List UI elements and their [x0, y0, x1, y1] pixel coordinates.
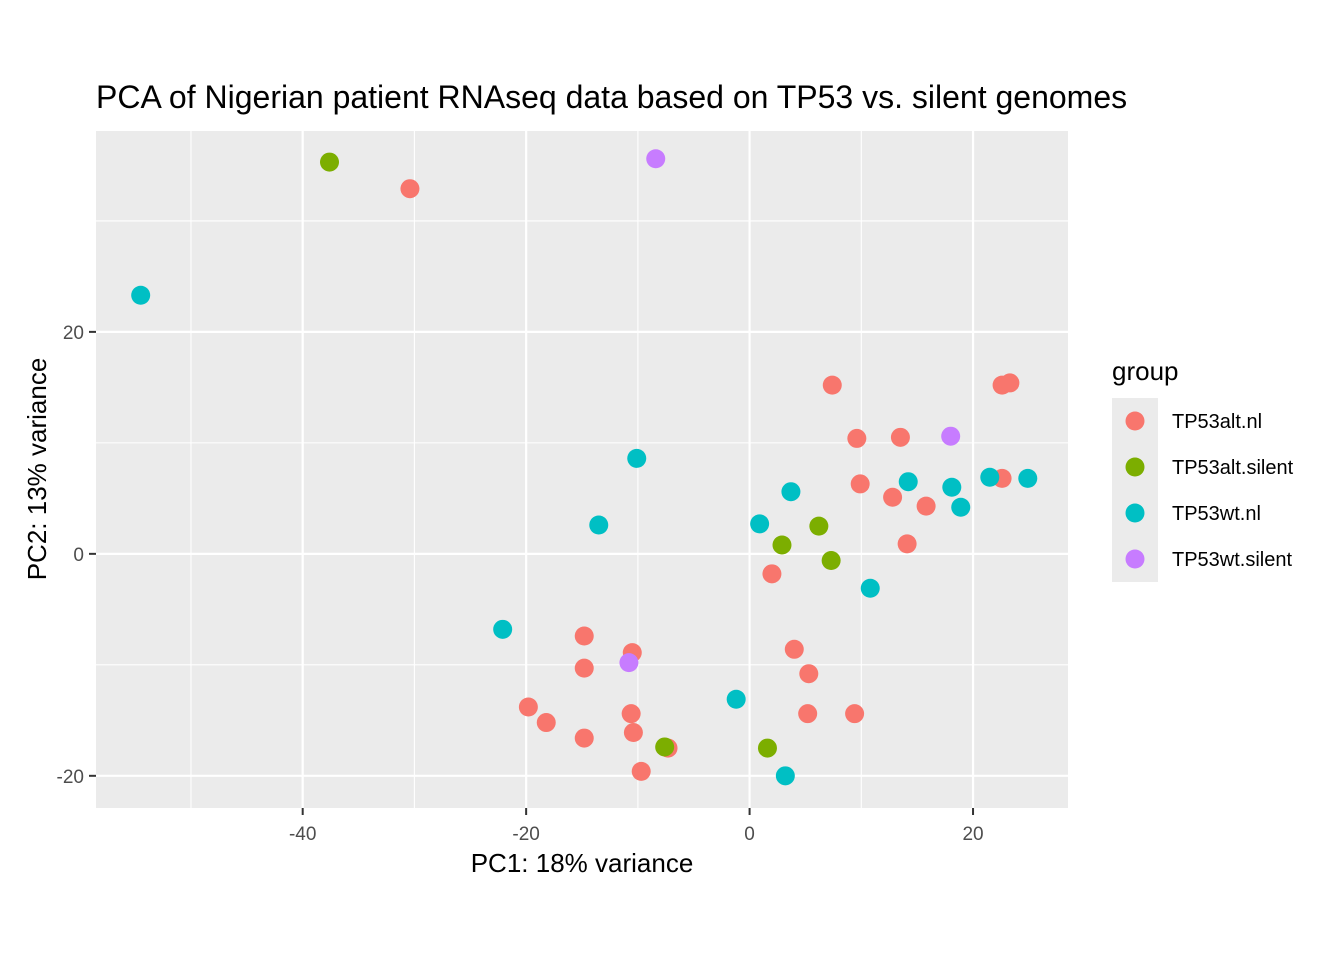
data-point: [822, 375, 842, 395]
plot-panel: [96, 131, 1068, 808]
x-tick-label: -20: [512, 824, 539, 845]
data-point: [980, 467, 1000, 487]
data-point: [619, 653, 639, 673]
data-point: [574, 728, 594, 748]
data-point: [883, 487, 903, 507]
legend-key: [1125, 457, 1145, 477]
data-point: [775, 766, 795, 786]
data-point: [799, 664, 819, 684]
data-point: [646, 149, 666, 169]
data-point: [589, 515, 609, 535]
data-point: [320, 152, 340, 172]
chart-title: PCA of Nigerian patient RNAseq data base…: [96, 79, 1127, 115]
data-point: [631, 761, 651, 781]
data-point: [621, 704, 641, 724]
grid-lines: [96, 131, 1068, 808]
x-tick-label: -40: [289, 824, 316, 845]
data-point: [781, 482, 801, 502]
data-point: [847, 428, 867, 448]
data-point: [809, 516, 829, 536]
series-TP53wt.silent: [619, 149, 961, 673]
legend-key: [1125, 411, 1145, 431]
data-points: [131, 149, 1038, 786]
legend-label: TP53alt.silent: [1172, 457, 1294, 479]
data-point: [951, 497, 971, 517]
data-point: [850, 474, 870, 494]
series-TP53wt.nl: [131, 285, 1038, 786]
data-point: [845, 704, 865, 724]
data-point: [916, 496, 936, 516]
legend-key: [1125, 549, 1145, 569]
data-point: [757, 738, 777, 758]
data-point: [762, 564, 782, 584]
legend: group TP53alt.nl TP53alt.silent TP53wt.nl T…: [1112, 356, 1294, 582]
data-point: [1018, 468, 1038, 488]
legend-label: TP53wt.nl: [1172, 503, 1261, 525]
data-point: [784, 639, 804, 659]
data-point: [772, 535, 792, 555]
data-point: [1000, 373, 1020, 393]
axis-ticks: -40 -20 0 20 -20 0 20: [57, 323, 984, 845]
data-point: [890, 427, 910, 447]
data-point: [898, 472, 918, 492]
legend-title: group: [1112, 356, 1179, 386]
y-axis-title: PC2: 13% variance: [22, 358, 52, 581]
data-point: [655, 737, 675, 757]
data-point: [400, 179, 420, 199]
data-point: [518, 697, 538, 717]
y-tick-label: 20: [63, 323, 84, 344]
data-point: [131, 285, 151, 305]
x-tick-label: 20: [962, 824, 983, 845]
x-tick-label: 0: [744, 824, 755, 845]
x-axis-title: PC1: 18% variance: [471, 848, 694, 878]
data-point: [942, 477, 962, 497]
data-point: [574, 626, 594, 646]
y-tick-label: -20: [57, 767, 84, 788]
series-TP53alt.silent: [320, 152, 841, 758]
data-point: [750, 514, 770, 534]
data-point: [941, 426, 961, 446]
data-point: [897, 534, 917, 554]
legend-label: TP53wt.silent: [1172, 549, 1292, 571]
data-point: [798, 704, 818, 724]
data-point: [726, 689, 746, 709]
data-point: [623, 723, 643, 743]
legend-key: [1125, 503, 1145, 523]
data-point: [536, 713, 556, 733]
y-tick-label: 0: [73, 545, 84, 566]
data-point: [627, 448, 647, 468]
data-point: [574, 658, 594, 678]
data-point: [493, 619, 513, 639]
data-point: [821, 551, 841, 571]
data-point: [860, 578, 880, 598]
legend-label: TP53alt.nl: [1172, 411, 1262, 433]
